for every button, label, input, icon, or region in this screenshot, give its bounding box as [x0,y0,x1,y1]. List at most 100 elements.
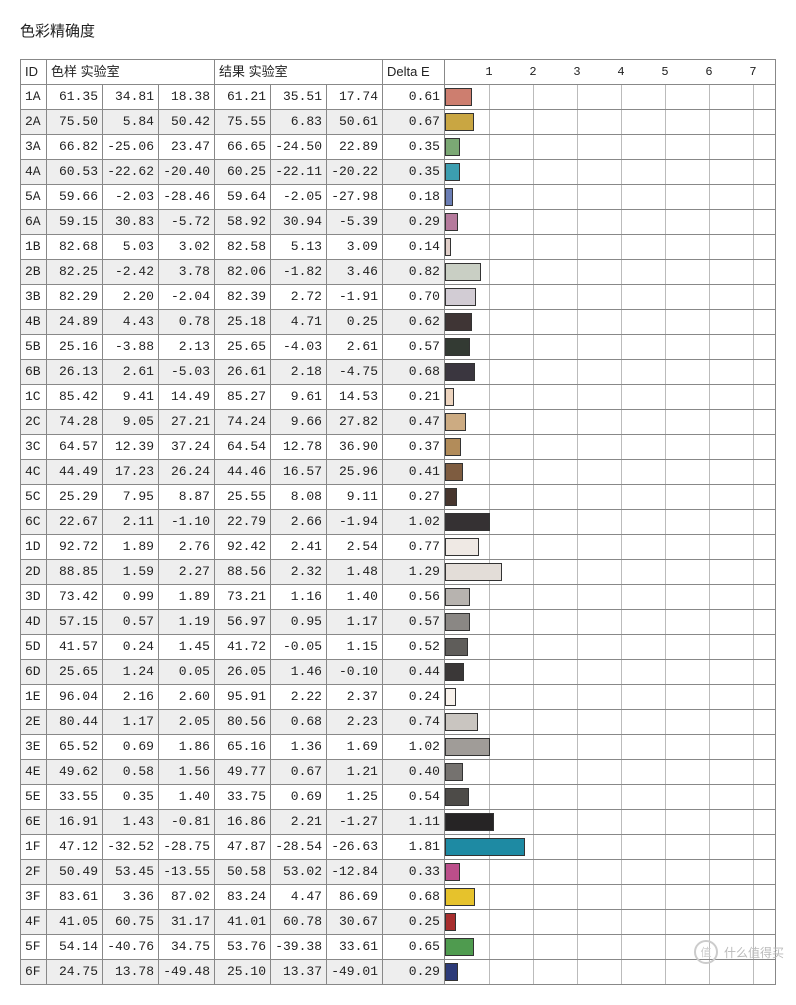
bar-chart-cell [445,735,775,759]
cell-result-b: -1.91 [327,285,383,309]
cell-result-b: 0.25 [327,310,383,334]
cell-result-l: 56.97 [215,610,271,634]
cell-result-l: 75.55 [215,110,271,134]
hdr-result: 结果 实验室 [215,60,383,84]
bar-chart-cell [445,810,775,834]
cell-sample-a: 7.95 [103,485,159,509]
cell-id: 5A [21,185,47,209]
cell-sample-a: 9.05 [103,410,159,434]
cell-sample-l: 24.89 [47,310,103,334]
table-row: 5F54.14-40.7634.7553.76-39.3833.610.65 [21,934,775,959]
cell-result-l: 49.77 [215,760,271,784]
cell-sample-b: 37.24 [159,435,215,459]
cell-result-l: 85.27 [215,385,271,409]
cell-id: 4A [21,160,47,184]
cell-id: 6E [21,810,47,834]
cell-delta-e: 0.74 [383,710,445,734]
bar-chart-cell [445,260,775,284]
cell-result-a: 2.18 [271,360,327,384]
cell-result-b: 22.89 [327,135,383,159]
cell-result-a: 0.68 [271,710,327,734]
cell-sample-a: 1.59 [103,560,159,584]
cell-id: 2F [21,860,47,884]
cell-sample-b: 3.02 [159,235,215,259]
cell-sample-l: 65.52 [47,735,103,759]
cell-result-l: 47.87 [215,835,271,859]
table-row: 2F50.4953.45-13.5550.5853.02-12.840.33 [21,859,775,884]
cell-id: 1F [21,835,47,859]
cell-result-l: 88.56 [215,560,271,584]
cell-result-a: -1.82 [271,260,327,284]
table-row: 5E33.550.351.4033.750.691.250.54 [21,784,775,809]
cell-sample-b: -0.81 [159,810,215,834]
cell-delta-e: 0.82 [383,260,445,284]
cell-result-l: 64.54 [215,435,271,459]
delta-e-bar [445,963,458,981]
cell-result-b: 1.48 [327,560,383,584]
cell-sample-l: 60.53 [47,160,103,184]
cell-delta-e: 0.54 [383,785,445,809]
cell-sample-b: 34.75 [159,935,215,959]
table-row: 4E49.620.581.5649.770.671.210.40 [21,759,775,784]
bar-chart-cell [445,410,775,434]
cell-sample-l: 96.04 [47,685,103,709]
cell-sample-l: 59.15 [47,210,103,234]
cell-sample-b: 27.21 [159,410,215,434]
table-row: 4B24.894.430.7825.184.710.250.62 [21,309,775,334]
cell-sample-b: 2.27 [159,560,215,584]
cell-result-b: -5.39 [327,210,383,234]
cell-sample-a: -2.42 [103,260,159,284]
cell-sample-a: 0.24 [103,635,159,659]
cell-result-a: 13.37 [271,960,327,984]
delta-e-bar [445,413,466,431]
cell-delta-e: 1.11 [383,810,445,834]
cell-result-l: 82.58 [215,235,271,259]
cell-result-l: 50.58 [215,860,271,884]
cell-delta-e: 0.37 [383,435,445,459]
cell-delta-e: 0.24 [383,685,445,709]
cell-result-b: -26.63 [327,835,383,859]
cell-result-l: 16.86 [215,810,271,834]
cell-result-l: 25.65 [215,335,271,359]
cell-sample-b: -5.72 [159,210,215,234]
cell-result-l: 58.92 [215,210,271,234]
cell-sample-l: 49.62 [47,760,103,784]
axis-tick: 6 [705,60,712,84]
cell-result-a: -39.38 [271,935,327,959]
bar-chart-cell [445,635,775,659]
cell-id: 1D [21,535,47,559]
cell-id: 6F [21,960,47,984]
cell-id: 4F [21,910,47,934]
delta-e-bar [445,838,525,856]
delta-e-bar [445,738,490,756]
table-row: 2D88.851.592.2788.562.321.481.29 [21,559,775,584]
cell-sample-b: -20.40 [159,160,215,184]
cell-id: 5D [21,635,47,659]
cell-sample-a: 60.75 [103,910,159,934]
table-row: 6B26.132.61-5.0326.612.18-4.750.68 [21,359,775,384]
cell-id: 2C [21,410,47,434]
cell-delta-e: 0.77 [383,535,445,559]
table-row: 6A59.1530.83-5.7258.9230.94-5.390.29 [21,209,775,234]
table-row: 4D57.150.571.1956.970.951.170.57 [21,609,775,634]
cell-delta-e: 0.61 [383,85,445,109]
cell-id: 3D [21,585,47,609]
cell-sample-a: 53.45 [103,860,159,884]
cell-delta-e: 0.29 [383,960,445,984]
cell-result-b: 1.21 [327,760,383,784]
cell-delta-e: 1.02 [383,735,445,759]
bar-chart-cell [445,785,775,809]
cell-sample-l: 16.91 [47,810,103,834]
cell-sample-b: 23.47 [159,135,215,159]
cell-result-a: 4.47 [271,885,327,909]
table-row: 1B82.685.033.0282.585.133.090.14 [21,234,775,259]
delta-e-bar [445,188,453,206]
cell-delta-e: 0.52 [383,635,445,659]
cell-sample-l: 74.28 [47,410,103,434]
cell-sample-b: 18.38 [159,85,215,109]
cell-result-a: 1.16 [271,585,327,609]
cell-sample-b: 26.24 [159,460,215,484]
cell-result-b: -4.75 [327,360,383,384]
table-row: 3D73.420.991.8973.211.161.400.56 [21,584,775,609]
axis-tick: 4 [617,60,624,84]
